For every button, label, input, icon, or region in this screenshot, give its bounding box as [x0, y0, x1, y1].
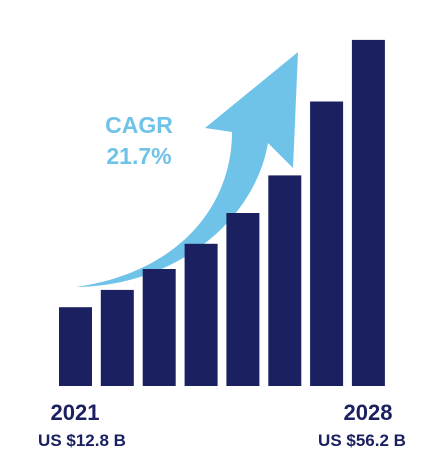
bar-2023	[142, 269, 176, 386]
cagr-label: CAGR	[105, 112, 173, 138]
bar-2026	[268, 175, 302, 386]
cagr-value: 21.7%	[106, 143, 171, 169]
bar-2021	[59, 307, 92, 386]
growth-arrow-icon	[76, 52, 298, 287]
bar-2027	[310, 101, 344, 386]
bar-2024	[184, 243, 218, 386]
start-year-label: 2021	[51, 400, 100, 425]
start-value-label: US $12.8 B	[38, 431, 126, 450]
bar-2025	[226, 213, 260, 386]
bars-group	[59, 39, 385, 387]
bar-2022	[100, 289, 134, 386]
end-value-label: US $56.2 B	[318, 431, 406, 450]
bar-2028	[351, 39, 385, 387]
end-year-label: 2028	[344, 400, 393, 425]
